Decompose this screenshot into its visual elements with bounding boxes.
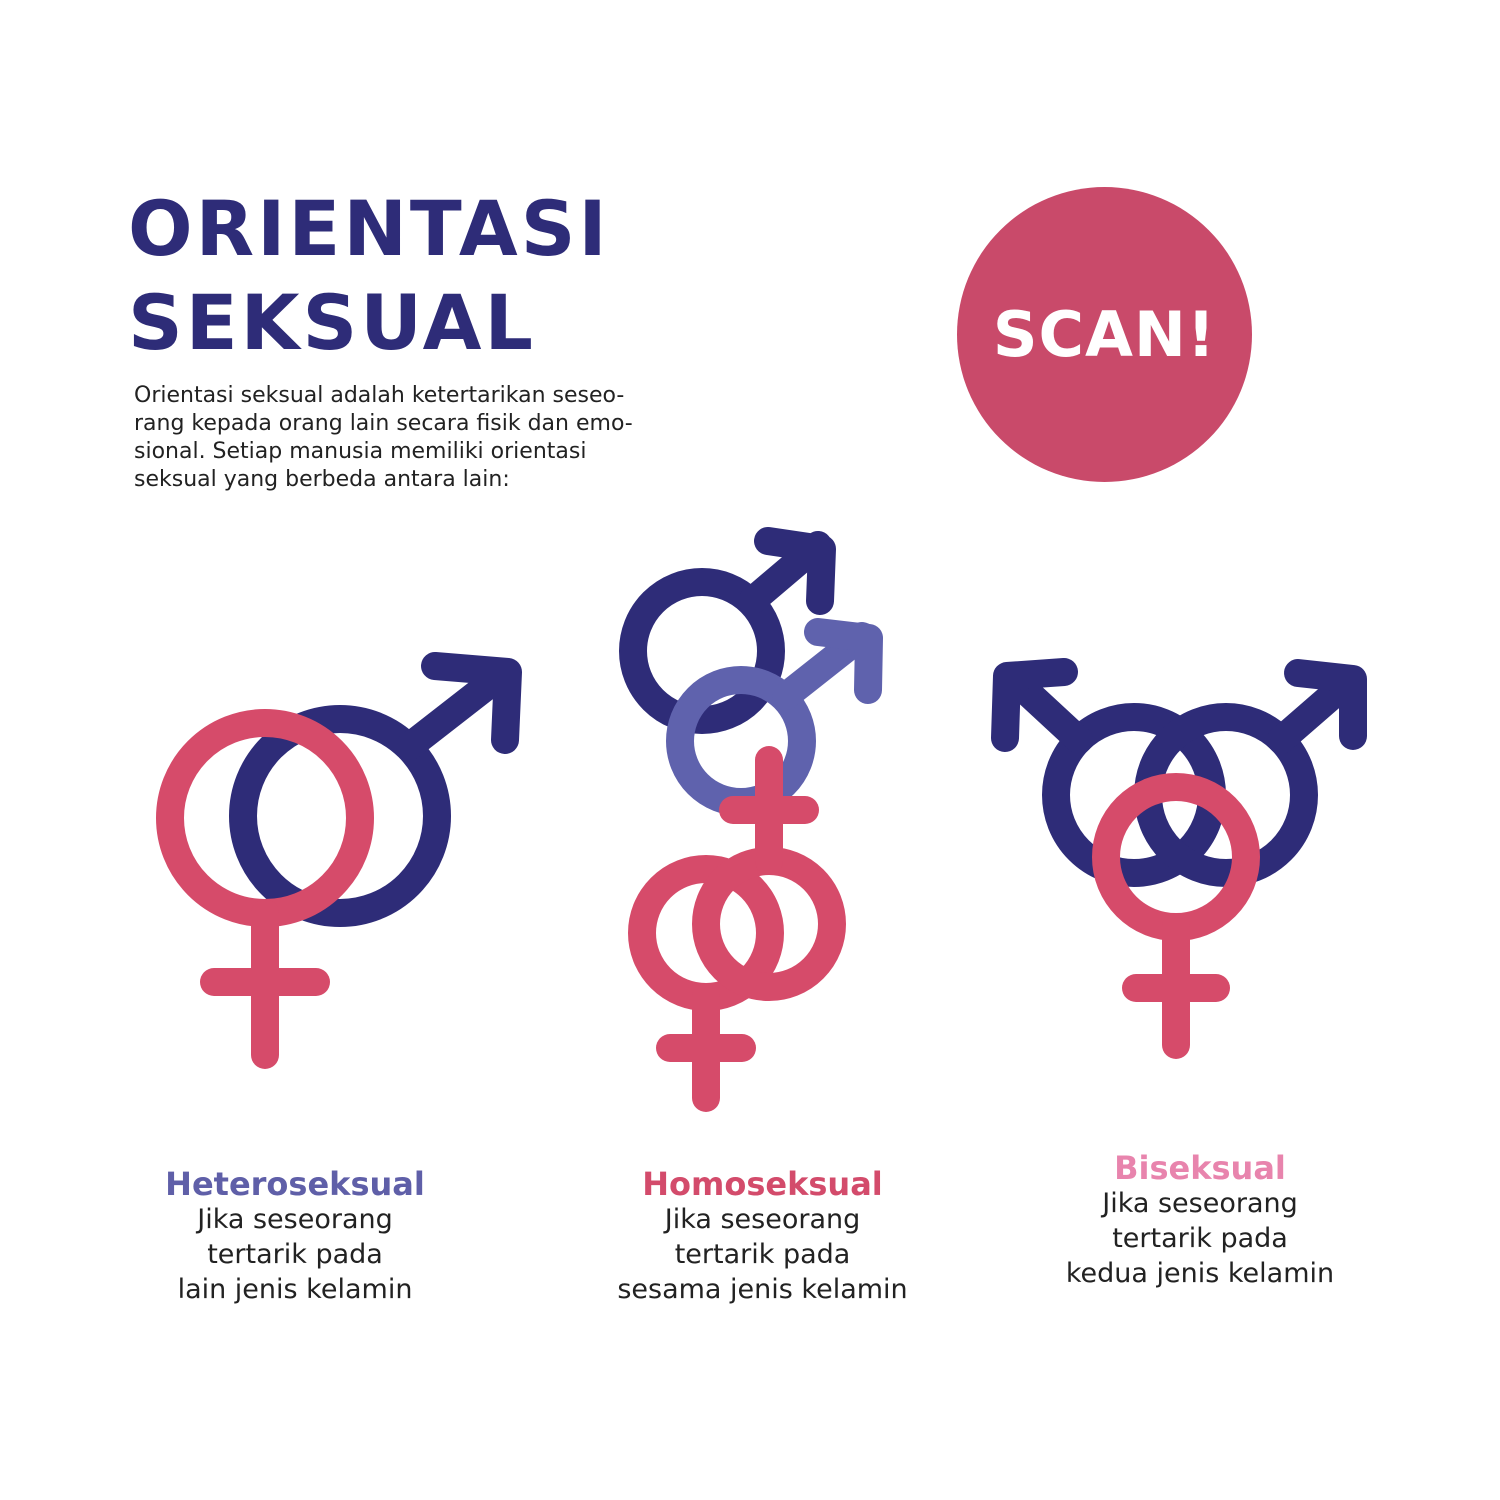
intro-line: seksual yang berbeda antara lain: — [134, 467, 510, 492]
caption-title: Heteroseksual — [165, 1165, 425, 1203]
caption-line: tertarik pada — [674, 1239, 851, 1270]
bisexual-symbol-icon — [991, 658, 1367, 1059]
male-symbol-icon — [991, 658, 1226, 887]
intro-paragraph: Orientasi seksual adalah ketertarikan se… — [134, 382, 734, 494]
page-title: ORIENTASI SEKSUAL — [128, 182, 610, 370]
intro-line: Orientasi seksual adalah ketertarikan se… — [134, 383, 625, 408]
male-symbol-icon — [666, 618, 883, 816]
title-line: ORIENTASI — [128, 184, 610, 273]
caption-title: Homoseksual — [642, 1165, 883, 1203]
bisexual-caption: Biseksual Jika seseorang tertarik pada k… — [1045, 1150, 1355, 1291]
title-line: SEKSUAL — [128, 278, 536, 367]
intro-line: rang kepada orang lain secara fisik dan … — [134, 411, 633, 436]
scan-button[interactable]: SCAN! — [957, 187, 1252, 482]
intro-line: sional. Setiap manusia memiliki orientas… — [134, 439, 587, 464]
caption-line: Jika seseorang — [1102, 1188, 1298, 1219]
caption-line: tertarik pada — [1112, 1223, 1288, 1254]
caption-line: Jika seseorang — [664, 1204, 861, 1235]
female-symbol-icon — [628, 855, 784, 1112]
caption-line: sesama jenis kelamin — [617, 1274, 908, 1305]
scan-label: SCAN! — [992, 298, 1217, 371]
homosexual-symbol-icon — [619, 527, 883, 1112]
caption-line: lain jenis kelamin — [177, 1274, 413, 1305]
female-symbol-icon — [1092, 773, 1260, 1059]
female-symbol-icon — [156, 709, 374, 1069]
male-symbol-icon — [619, 527, 836, 734]
heterosexual-caption: Heteroseksual Jika seseorang tertarik pa… — [145, 1166, 445, 1307]
female-symbol-icon — [692, 746, 846, 1001]
caption-line: Jika seseorang — [197, 1204, 393, 1235]
caption-line: kedua jenis kelamin — [1065, 1258, 1335, 1289]
heterosexual-symbol-icon — [156, 652, 522, 1069]
male-symbol-icon — [1134, 659, 1367, 887]
caption-title: Biseksual — [1114, 1149, 1286, 1187]
homosexual-caption: Homoseksual Jika seseorang tertarik pada… — [600, 1166, 925, 1307]
caption-line: tertarik pada — [207, 1239, 383, 1270]
male-symbol-icon — [229, 652, 522, 927]
